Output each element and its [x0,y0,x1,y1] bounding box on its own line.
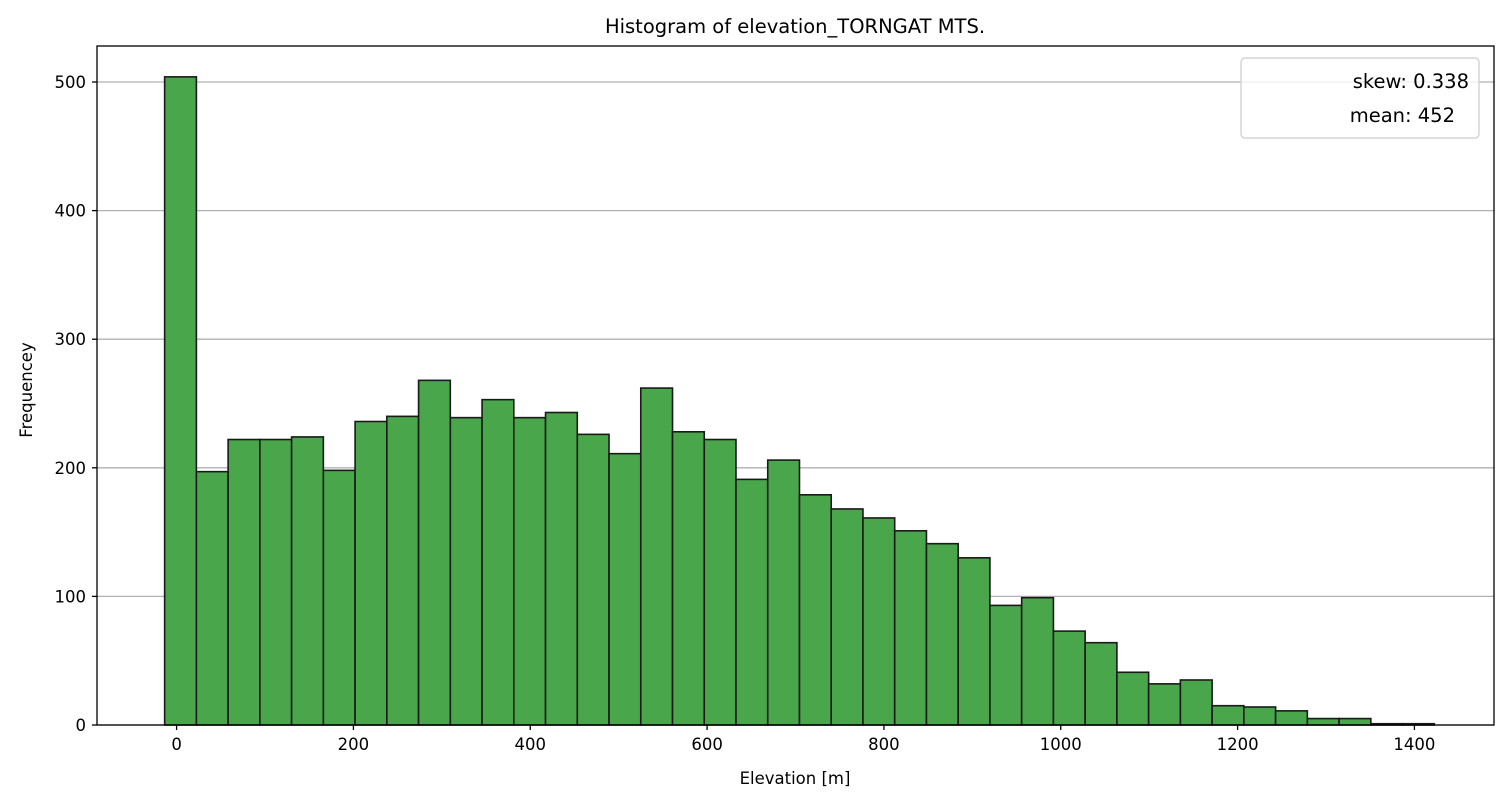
x-axis-ticks: 0 200 400 600 800 1000 1200 1400 [171,725,1435,754]
histogram-bar [290,436,325,726]
y-tick-label: 400 [55,202,87,221]
histogram-bar [1338,717,1372,726]
x-tick-label: 0 [171,735,182,754]
legend-box [1240,57,1480,139]
histogram-bar [1211,704,1245,726]
histogram-bar [703,438,737,726]
histogram-bar [830,508,864,726]
histogram-bars [163,76,1436,726]
histogram-bar [608,452,642,726]
histogram-bar [1084,641,1118,726]
histogram-bar [1274,710,1309,726]
x-tick-label: 1000 [1040,735,1082,754]
x-tick-label: 1400 [1393,735,1435,754]
histogram-bar [957,557,991,726]
x-tick-label: 1200 [1217,735,1259,754]
histogram-bar [481,398,515,726]
histogram-bar [1243,706,1277,726]
histogram-bar [639,387,674,726]
histogram-bar [766,459,801,726]
histogram-bar [417,379,452,726]
y-tick-label: 0 [76,716,87,735]
histogram-bar [227,438,261,726]
histogram-bar [671,430,706,726]
legend-mean: mean: 452 [1350,104,1455,127]
plot-frame [96,45,1495,726]
histogram-bar [925,542,959,726]
histogram-bar [544,411,579,726]
histogram-bar [259,438,293,726]
legend-skew: skew: 0.338 [1353,70,1469,93]
histogram-bar [354,420,388,726]
histogram-bar [576,433,610,726]
histogram-bar [449,416,483,726]
histogram-bar [1052,630,1086,726]
histogram-bar [322,469,356,726]
legend: skew: 0.338 mean: 452 [1240,57,1480,139]
y-axis-label: Frequencey [17,342,36,438]
histogram-bar [893,530,928,726]
x-tick-label: 200 [338,735,370,754]
histogram-bar [195,470,229,726]
x-tick-label: 800 [868,735,900,754]
histogram-bar [862,517,896,726]
y-tick-label: 100 [55,587,87,606]
histogram-bar [513,416,547,726]
histogram-bar [1147,683,1182,726]
histogram-bar [1179,679,1213,726]
histogram-bar [163,76,198,726]
y-axis-ticks: 0 100 200 300 400 500 [55,73,97,735]
y-tick-label: 300 [55,330,87,349]
x-axis-label: Elevation [m] [740,769,851,788]
y-tick-label: 200 [55,459,87,478]
histogram-bar [1306,717,1340,726]
histogram-bar [798,494,833,726]
histogram-bar [386,415,420,726]
histogram-bar [989,604,1023,726]
y-tick-label: 500 [55,73,87,92]
chart-title: Histogram of elevation_TORNGAT MTS. [605,15,985,38]
x-tick-label: 600 [691,735,723,754]
x-tick-label: 400 [514,735,546,754]
histogram-bar [1020,596,1055,726]
histogram-bar [735,478,769,726]
histogram-bar [1116,671,1150,726]
